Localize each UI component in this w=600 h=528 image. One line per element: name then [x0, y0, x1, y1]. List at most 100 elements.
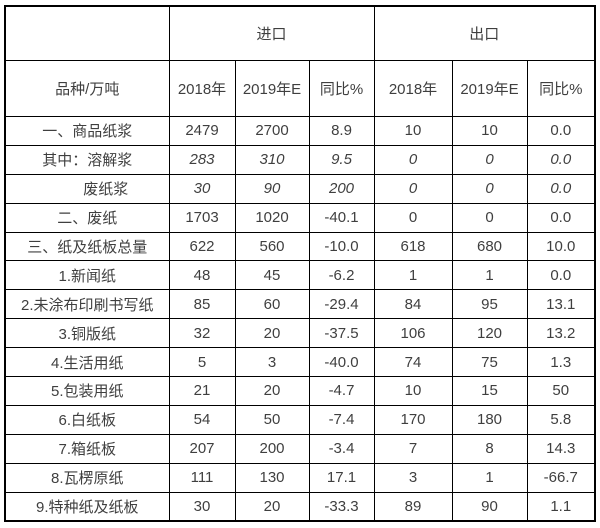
table-row: 8.瓦楞原纸 111 130 17.1 3 1 -66.7	[4, 462, 596, 493]
paper-import-export-table-container: 进口 出口 品种/万吨 2018年 2019年E 同比% 2018年 2019年E 同比% 一…	[4, 5, 596, 523]
table-row: 三、纸及纸板总量 622 560 -10.0 618 680 10.0	[4, 231, 596, 262]
value-cell: 106	[373, 318, 453, 349]
value-cell: 0	[373, 173, 453, 204]
value-cell: 120	[451, 318, 528, 349]
value-cell: 0	[373, 144, 453, 175]
row-label: 9.特种纸及纸板	[4, 491, 170, 522]
value-cell: 17.1	[308, 462, 375, 493]
value-cell: 1.1	[526, 491, 596, 522]
table-row: 其中：溶解浆 283 310 9.5 0 0 0.0	[4, 144, 596, 175]
value-cell: 21	[168, 376, 236, 406]
row-label: 2.未涂布印刷书写纸	[4, 289, 170, 320]
value-cell: 89	[373, 491, 453, 522]
value-cell: 1	[451, 260, 528, 291]
value-cell: 20	[234, 318, 310, 349]
value-cell: 30	[168, 173, 236, 204]
value-cell: 0.0	[526, 202, 596, 233]
value-cell: -33.3	[308, 491, 375, 522]
row-label: 1.新闻纸	[4, 260, 170, 291]
value-cell: -40.1	[308, 202, 375, 233]
value-cell: 20	[234, 376, 310, 406]
value-cell: 20	[234, 491, 310, 522]
row-label: 3.铜版纸	[4, 318, 170, 349]
value-cell: 1020	[234, 202, 310, 233]
group-header-empty	[4, 5, 170, 61]
value-cell: 10	[451, 116, 528, 146]
value-cell: 13.1	[526, 289, 596, 320]
value-cell: 75	[451, 347, 528, 378]
value-cell: 14.3	[526, 433, 596, 464]
row-label: 7.箱纸板	[4, 433, 170, 464]
column-header-3: 同比%	[308, 60, 375, 117]
value-cell: 85	[168, 289, 236, 320]
value-cell: 3	[234, 347, 310, 378]
value-cell: 90	[451, 491, 528, 522]
value-cell: 1.3	[526, 347, 596, 378]
value-cell: 1	[451, 462, 528, 493]
value-cell: 5.8	[526, 404, 596, 435]
value-cell: 54	[168, 404, 236, 435]
group-header-export: 出口	[373, 5, 596, 61]
value-cell: 8	[451, 433, 528, 464]
row-label: 8.瓦楞原纸	[4, 462, 170, 493]
table-row: 废纸浆 30 90 200 0 0 0.0	[4, 173, 596, 204]
row-label: 6.白纸板	[4, 404, 170, 435]
table-row: 1.新闻纸 48 45 -6.2 1 1 0.0	[4, 260, 596, 291]
value-cell: 2700	[234, 116, 310, 146]
value-cell: 2479	[168, 116, 236, 146]
table-row: 3.铜版纸 32 20 -37.5 106 120 13.2	[4, 318, 596, 349]
column-header-2: 2019年E	[234, 60, 310, 117]
value-cell: 13.2	[526, 318, 596, 349]
value-cell: 3	[373, 462, 453, 493]
value-cell: 283	[168, 144, 236, 175]
value-cell: 48	[168, 260, 236, 291]
value-cell: 5	[168, 347, 236, 378]
value-cell: 680	[451, 231, 528, 262]
table-row: 5.包装用纸 21 20 -4.7 10 15 50	[4, 376, 596, 406]
value-cell: 0.0	[526, 173, 596, 204]
table-row: 9.特种纸及纸板 30 20 -33.3 89 90 1.1	[4, 491, 596, 522]
table-row: 6.白纸板 54 50 -7.4 170 180 5.8	[4, 404, 596, 435]
value-cell: 170	[373, 404, 453, 435]
value-cell: 95	[451, 289, 528, 320]
column-header-0: 品种/万吨	[4, 60, 170, 117]
value-cell: 111	[168, 462, 236, 493]
value-cell: -10.0	[308, 231, 375, 262]
row-label: 其中：溶解浆	[4, 144, 170, 175]
row-label: 5.包装用纸	[4, 376, 170, 406]
column-header-6: 同比%	[526, 60, 596, 117]
value-cell: -66.7	[526, 462, 596, 493]
row-label: 4.生活用纸	[4, 347, 170, 378]
value-cell: 0	[451, 202, 528, 233]
table-row: 一、商品纸浆 2479 2700 8.9 10 10 0.0	[4, 116, 596, 146]
value-cell: 618	[373, 231, 453, 262]
value-cell: -7.4	[308, 404, 375, 435]
value-cell: 200	[308, 173, 375, 204]
value-cell: 0	[451, 144, 528, 175]
value-cell: 0.0	[526, 260, 596, 291]
group-header-import: 进口	[168, 5, 375, 61]
value-cell: 10	[373, 116, 453, 146]
value-cell: -40.0	[308, 347, 375, 378]
value-cell: 0.0	[526, 144, 596, 175]
value-cell: 0.0	[526, 116, 596, 146]
value-cell: 50	[234, 404, 310, 435]
value-cell: 180	[451, 404, 528, 435]
value-cell: -29.4	[308, 289, 375, 320]
value-cell: -37.5	[308, 318, 375, 349]
table-row: 4.生活用纸 5 3 -40.0 74 75 1.3	[4, 347, 596, 378]
value-cell: 50	[526, 376, 596, 406]
column-header-4: 2018年	[373, 60, 453, 117]
table-row: 7.箱纸板 207 200 -3.4 7 8 14.3	[4, 433, 596, 464]
column-header-row: 品种/万吨 2018年 2019年E 同比% 2018年 2019年E 同比%	[4, 60, 596, 117]
value-cell: 30	[168, 491, 236, 522]
value-cell: 15	[451, 376, 528, 406]
value-cell: 1703	[168, 202, 236, 233]
value-cell: 7	[373, 433, 453, 464]
value-cell: 0	[451, 173, 528, 204]
value-cell: -3.4	[308, 433, 375, 464]
value-cell: 207	[168, 433, 236, 464]
row-label: 二、废纸	[4, 202, 170, 233]
value-cell: 9.5	[308, 144, 375, 175]
value-cell: -4.7	[308, 376, 375, 406]
